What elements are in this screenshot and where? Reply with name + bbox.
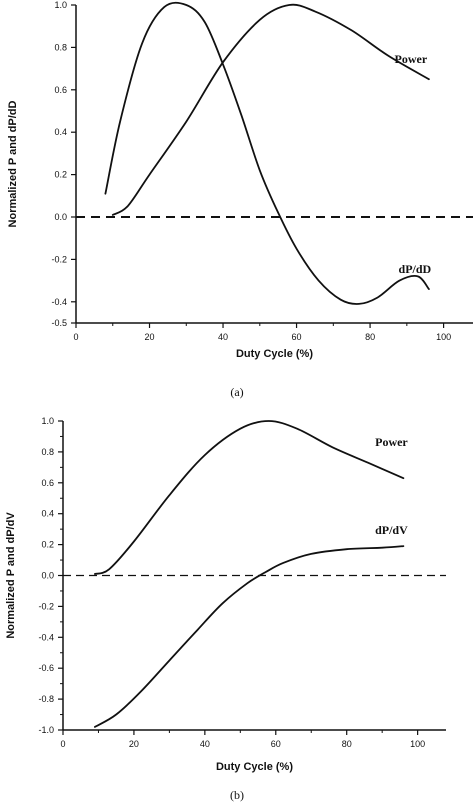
chart-a-series	[104, 1, 430, 305]
chart-a-series-label-power: Power	[395, 52, 428, 66]
chart-b-series	[94, 420, 405, 728]
chart-a-ticks: 0 20 40 60 80 100 -0.5 -0.4 -0.2 0.0 0.2 0.4 0.6 0.8 1…	[51, 0, 451, 342]
x-tick-label: 20	[129, 739, 139, 749]
chart-a: 0 20 40 60 80 100 -0.5 -0.4 -0.2 0.0 0.2 0.4 0.6 0.8 1…	[7, 0, 473, 399]
x-tick-label: 100	[436, 332, 451, 342]
y-tick-label: 0.6	[41, 478, 54, 488]
chart-b-ticks: 0 20 40 60 80 100 -1.0 -0.8 -0.6 -0.4 -0.2 0.0 0.2 0.…	[38, 416, 425, 749]
y-tick-label: 0.2	[54, 170, 67, 180]
x-tick-label: 40	[218, 332, 228, 342]
y-tick-label: 0.0	[54, 212, 67, 222]
x-tick-label: 20	[145, 332, 155, 342]
x-tick-label: 60	[271, 739, 281, 749]
y-tick-label: 0.8	[41, 447, 54, 457]
chart-b-series-label-derivative: dP/dV	[375, 523, 408, 537]
chart-b-caption: (b)	[230, 788, 244, 802]
y-tick-label: -0.6	[38, 663, 54, 673]
y-tick-label: 0.8	[54, 42, 67, 52]
y-tick-label: 0.6	[54, 85, 67, 95]
y-tick-label: -0.4	[51, 297, 67, 307]
y-tick-label: 1.0	[41, 416, 54, 426]
chart-a-series-label-derivative: dP/dD	[399, 262, 432, 276]
y-tick-label: -0.2	[51, 254, 67, 264]
chart-a-x-axis-label: Duty Cycle (%)	[236, 348, 313, 360]
x-tick-label: 60	[292, 332, 302, 342]
series-line-derivative	[104, 1, 430, 305]
x-tick-label: 100	[410, 739, 425, 749]
chart-b-x-axis-label: Duty Cycle (%)	[216, 761, 293, 773]
y-tick-label: -0.8	[38, 694, 54, 704]
x-tick-label: 80	[365, 332, 375, 342]
series-line-power	[111, 3, 430, 216]
chart-b: 0 20 40 60 80 100 -1.0 -0.8 -0.6 -0.4 -0.2 0.0 0.2 0.…	[5, 416, 446, 802]
x-tick-label: 0	[60, 739, 65, 749]
series-line-power	[94, 420, 405, 575]
y-tick-label: 0.4	[54, 127, 67, 137]
chart-a-caption: (a)	[230, 385, 243, 399]
y-tick-label: -0.5	[51, 318, 67, 328]
chart-a-y-axis-label: Normalized P and dP/dD	[7, 100, 19, 227]
x-tick-label: 0	[73, 332, 78, 342]
y-tick-label: -0.2	[38, 601, 54, 611]
y-tick-label: 0.0	[41, 571, 54, 581]
y-tick-label: 0.4	[41, 509, 54, 519]
y-tick-label: -0.4	[38, 632, 54, 642]
y-tick-label: -1.0	[38, 725, 54, 735]
chart-b-y-axis-label: Normalized P and dP/dV	[5, 512, 17, 639]
x-tick-label: 80	[342, 739, 352, 749]
y-tick-label: 0.2	[41, 540, 54, 550]
series-line-derivative	[94, 545, 405, 728]
y-tick-label: 1.0	[54, 0, 67, 10]
chart-b-series-label-power: Power	[375, 435, 408, 449]
x-tick-label: 40	[200, 739, 210, 749]
